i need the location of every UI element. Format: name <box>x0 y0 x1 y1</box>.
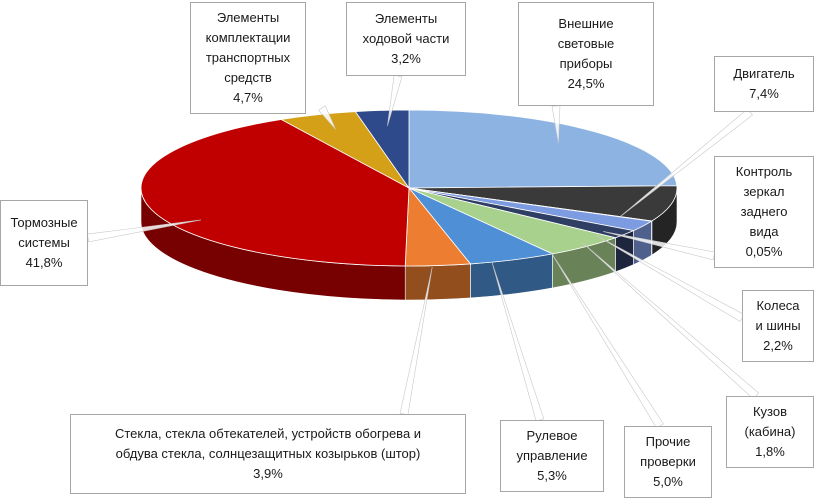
pie-slice-элементы-ходовой-части <box>354 109 410 190</box>
callout-chassis: Элементы ходовой части 3,2% <box>346 2 466 76</box>
leader-line <box>87 219 201 243</box>
leader-lines <box>87 74 760 429</box>
pie-slice-двигатель <box>408 185 678 222</box>
callout-external-lights: Внешние световые приборы 24,5% <box>518 2 654 106</box>
callout-engine: Двигатель 7,4% <box>714 56 814 112</box>
callout-brakes: Тормозные системы 41,8% <box>0 200 88 286</box>
callout-glass: Стекла, стекла обтекателей, устройств об… <box>70 414 466 494</box>
callout-wheels: Колеса и шины 2,2% <box>742 290 814 362</box>
pie-slice-внешние-световые-приборы <box>408 109 678 189</box>
leader-line <box>387 74 403 127</box>
callout-equipment: Элементы комплектации транспортных средств 4… <box>190 2 306 114</box>
callout-other-checks: Прочие проверки 5,0% <box>624 426 712 498</box>
callout-steering: Рулевое управление 5,3% <box>500 420 604 492</box>
leader-line <box>551 105 561 144</box>
leader-line <box>618 108 753 218</box>
pie-side-стекла-стекла-обтекателей-устр <box>404 263 471 301</box>
leader-line <box>318 105 336 130</box>
callout-mirrors: Контроль зеркал заднего вида 0,05% <box>714 156 814 268</box>
leader-line <box>550 251 664 429</box>
pie-sides <box>140 187 678 301</box>
callout-body: Кузов (кабина) 1,8% <box>726 396 814 468</box>
pie-top-faces <box>140 109 678 267</box>
pie-slice-тормозные-системы <box>140 119 410 267</box>
